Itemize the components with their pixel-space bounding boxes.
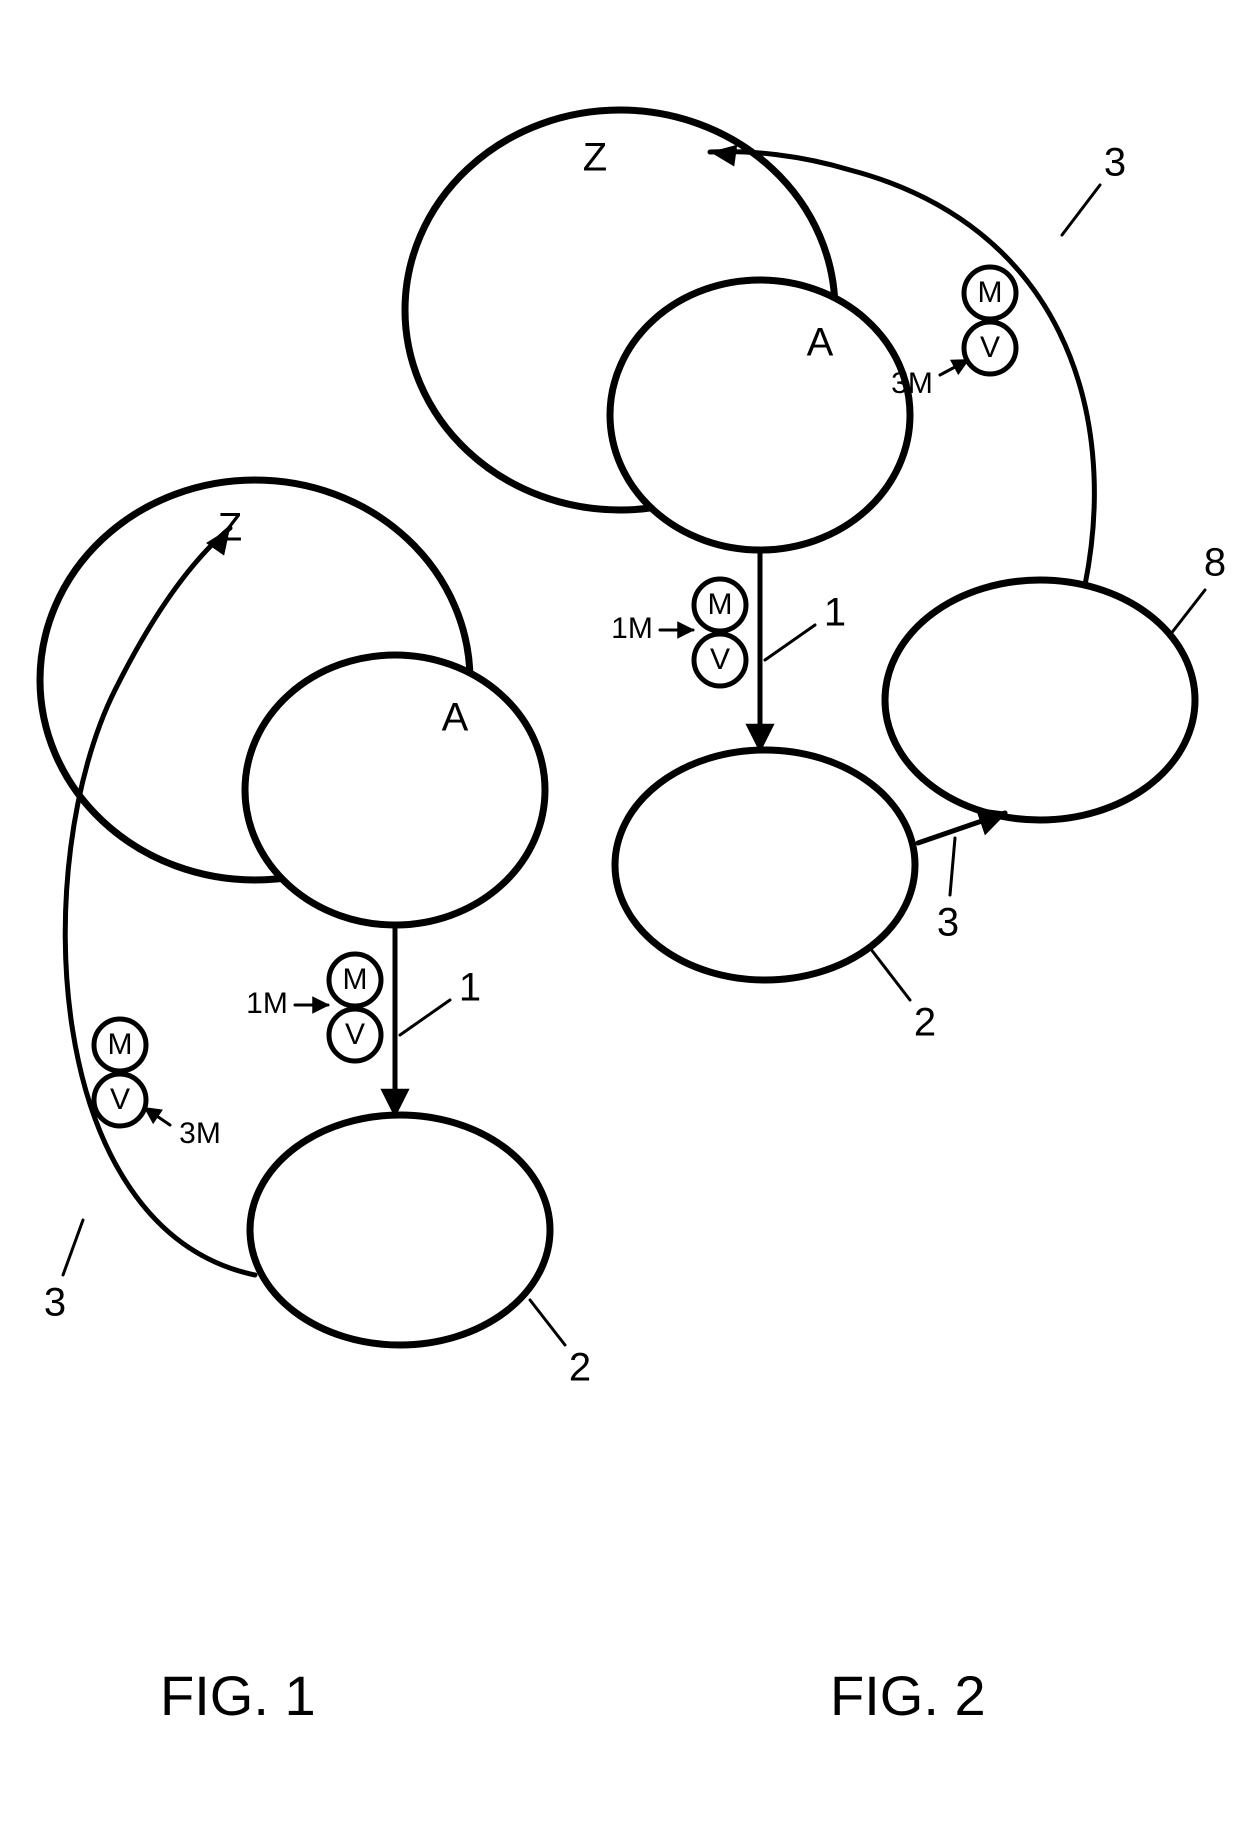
- figure-2-caption: FIG. 2: [830, 1664, 986, 1727]
- svg-text:8: 8: [1204, 541, 1226, 585]
- svg-text:3: 3: [937, 901, 959, 945]
- figure-2: ZAMV1M13MV3M328FIG. 2: [405, 110, 1226, 1727]
- svg-text:3: 3: [1104, 141, 1126, 185]
- svg-text:1: 1: [459, 966, 481, 1010]
- figure-1-caption: FIG. 1: [160, 1664, 316, 1727]
- svg-text:M: M: [708, 588, 733, 621]
- svg-text:1: 1: [824, 591, 846, 635]
- svg-text:M: M: [978, 276, 1003, 309]
- svg-text:M: M: [343, 963, 368, 996]
- edge-e3a: 3: [918, 813, 1005, 945]
- svg-text:V: V: [980, 331, 1000, 364]
- svg-text:V: V: [710, 643, 730, 676]
- svg-text:2: 2: [914, 1001, 936, 1045]
- svg-text:1M: 1M: [611, 612, 653, 645]
- svg-text:3M: 3M: [179, 1117, 221, 1150]
- edge-e1: MV 1M 1: [246, 925, 481, 1115]
- node-label-A: A: [807, 321, 834, 365]
- figure-1: ZAMV1M1MV3M32FIG. 1: [40, 480, 591, 1727]
- svg-text:V: V: [110, 1083, 130, 1116]
- node-label-A: A: [442, 696, 469, 740]
- svg-text:2: 2: [569, 1346, 591, 1390]
- edge-e1: MV 1M 1: [611, 550, 846, 750]
- node-label-Z: Z: [583, 136, 607, 180]
- svg-text:M: M: [108, 1028, 133, 1061]
- svg-text:3: 3: [44, 1281, 66, 1325]
- svg-text:3M: 3M: [891, 367, 933, 400]
- svg-text:V: V: [345, 1018, 365, 1051]
- svg-text:1M: 1M: [246, 987, 288, 1020]
